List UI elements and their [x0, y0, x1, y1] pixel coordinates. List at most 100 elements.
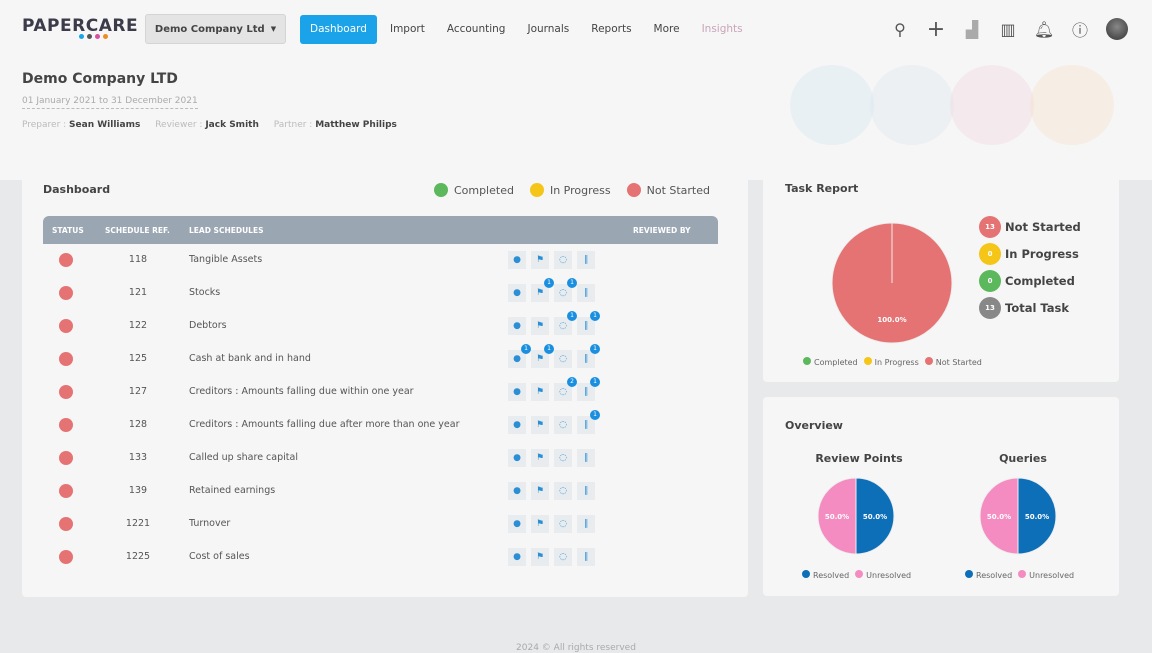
chart-icon[interactable]: ▟	[965, 19, 979, 39]
col-lead-schedules[interactable]: LEAD SCHEDULES	[189, 226, 264, 235]
flag-button[interactable]: ⚑ 1	[531, 344, 554, 368]
comment-button[interactable]: ◌ 1	[554, 278, 577, 302]
messages-button[interactable]: ●	[508, 383, 526, 401]
legend-not-started: Not Started	[626, 183, 710, 197]
messages-button[interactable]: ●	[508, 416, 526, 434]
flag-button[interactable]: ⚑	[531, 317, 549, 335]
lead-schedule-link[interactable]: Creditors : Amounts falling due within o…	[189, 386, 414, 397]
lead-schedule-link[interactable]: Cost of sales	[189, 551, 250, 562]
table-row[interactable]: 125 Cash at bank and in hand ● 1 ⚑ 1 ◌ ∥ 1	[43, 343, 718, 376]
attachment-button[interactable]: ∥ 1	[577, 377, 600, 401]
lead-schedule-link[interactable]: Called up share capital	[189, 452, 298, 463]
messages-button[interactable]: ●	[508, 515, 526, 533]
bell-icon[interactable]: 🔔︎	[1033, 19, 1055, 39]
messages-button[interactable]: ●	[508, 548, 526, 566]
schedule-ref: 133	[128, 452, 148, 463]
flag-button[interactable]: ⚑ 1	[531, 278, 554, 302]
table-row[interactable]: 1225 Cost of sales ● ⚑ ◌ ∥	[43, 541, 718, 574]
flag-button[interactable]: ⚑	[531, 449, 549, 467]
logo[interactable]: PAPERCARE	[22, 16, 139, 36]
nav-reports[interactable]: Reports	[591, 23, 632, 35]
comment-button[interactable]: ◌	[554, 548, 572, 566]
attachment-button[interactable]: ∥	[577, 515, 595, 533]
row-actions: ● ⚑ ◌ ∥	[508, 251, 595, 269]
legend-item[interactable]: In Progress	[863, 357, 919, 367]
attachment-button[interactable]: ∥ 1	[577, 410, 600, 434]
lead-schedule-link[interactable]: Cash at bank and in hand	[189, 353, 311, 364]
table-row[interactable]: 139 Retained earnings ● ⚑ ◌ ∥	[43, 475, 718, 508]
legend-item[interactable]: Completed	[803, 357, 858, 367]
nav-more[interactable]: More	[653, 23, 680, 35]
flag-button[interactable]: ⚑	[531, 416, 549, 434]
lead-schedule-link[interactable]: Turnover	[189, 518, 231, 529]
table-row[interactable]: 122 Debtors ● ⚑ ◌ 1 ∥ 1	[43, 310, 718, 343]
nav-insights[interactable]: Insights	[701, 23, 743, 35]
company-selector-label: Demo Company Ltd	[154, 23, 265, 35]
lead-schedule-link[interactable]: Tangible Assets	[189, 254, 263, 265]
col-schedule-ref[interactable]: SCHEDULE REF.	[105, 226, 170, 235]
messages-button[interactable]: ●	[508, 449, 526, 467]
attachment-button[interactable]: ∥	[577, 251, 595, 269]
plus-icon[interactable]: +	[926, 16, 946, 42]
comment-button[interactable]: ◌	[554, 416, 572, 434]
search-icon[interactable]: ⚲	[894, 19, 906, 39]
table-row[interactable]: 128 Creditors : Amounts falling due after…	[43, 409, 718, 442]
table-row[interactable]: 133 Called up share capital ● ⚑ ◌ ∥	[43, 442, 718, 475]
attachment-button[interactable]: ∥	[577, 449, 595, 467]
lead-schedule-link[interactable]: Stocks	[189, 287, 221, 298]
flag-button[interactable]: ⚑	[531, 548, 549, 566]
nav-accounting[interactable]: Accounting	[446, 23, 506, 35]
comment-button[interactable]: ◌ 2	[554, 377, 577, 401]
comment-button[interactable]: ◌	[554, 449, 572, 467]
pie-slice-unresolved[interactable]	[817, 477, 857, 555]
lead-schedule-link[interactable]: Debtors	[189, 320, 227, 331]
schedule-ref: 139	[128, 485, 148, 496]
attachment-button[interactable]: ∥	[577, 284, 595, 302]
attachment-icon: ∥	[583, 321, 589, 331]
messages-button[interactable]: ●	[508, 317, 526, 335]
table-row[interactable]: 118 Tangible Assets ● ⚑ ◌ ∥	[43, 244, 718, 277]
lead-schedule-link[interactable]: Creditors : Amounts falling due after mo…	[189, 419, 460, 430]
table-row[interactable]: 1221 Turnover ● ⚑ ◌ ∥	[43, 508, 718, 541]
attachment-button[interactable]: ∥	[577, 482, 595, 500]
messages-button[interactable]: ●	[508, 482, 526, 500]
messages-button[interactable]: ● 1	[508, 344, 531, 368]
company-selector[interactable]: Demo Company Ltd ▼	[145, 14, 286, 44]
flag-button[interactable]: ⚑	[531, 515, 549, 533]
attachment-button[interactable]: ∥ 1	[577, 311, 600, 335]
pie-slice-resolved[interactable]	[855, 477, 895, 555]
legend-item[interactable]: Not Started	[924, 357, 982, 367]
nav-journals[interactable]: Journals	[527, 23, 570, 35]
messages-button[interactable]: ●	[508, 251, 526, 269]
table-row[interactable]: 127 Creditors : Amounts falling due withi…	[43, 376, 718, 409]
table-row[interactable]: 121 Stocks ● ⚑ 1 ◌ 1 ∥	[43, 277, 718, 310]
comment-button[interactable]: ◌	[554, 515, 572, 533]
period[interactable]: 01 January 2021 to 31 December 2021	[22, 96, 198, 109]
flag-button[interactable]: ⚑	[531, 482, 549, 500]
stat-label: Total Task	[1005, 301, 1070, 315]
legend-item[interactable]: Unresolved	[1018, 570, 1074, 580]
nav-dashboard[interactable]: Dashboard	[300, 15, 377, 44]
legend-item[interactable]: Resolved	[965, 570, 1012, 580]
comment-button[interactable]: ◌	[554, 482, 572, 500]
pie-slice-resolved[interactable]	[1017, 477, 1057, 555]
attachment-button[interactable]: ∥ 1	[577, 344, 600, 368]
flag-button[interactable]: ⚑	[531, 251, 549, 269]
nav-import[interactable]: Import	[389, 23, 425, 35]
col-reviewed-by[interactable]: REVIEWED BY	[633, 226, 691, 235]
avatar[interactable]	[1106, 18, 1128, 40]
attachment-button[interactable]: ∥	[577, 548, 595, 566]
comment-button[interactable]: ◌ 1	[554, 311, 577, 335]
messages-button[interactable]: ●	[508, 284, 526, 302]
task-stat: 13 Total Task	[979, 297, 1069, 319]
book-icon[interactable]: ▥	[1000, 19, 1016, 39]
pie-slice-unresolved[interactable]	[979, 477, 1019, 555]
legend-item[interactable]: Resolved	[802, 570, 849, 580]
help-icon[interactable]: ⓘ	[1071, 21, 1088, 40]
lead-schedule-link[interactable]: Retained earnings	[189, 485, 276, 496]
legend-item[interactable]: Unresolved	[855, 570, 911, 580]
comment-button[interactable]: ◌	[554, 251, 572, 269]
comment-button[interactable]: ◌	[554, 350, 572, 368]
col-status[interactable]: STATUS	[52, 226, 84, 235]
flag-button[interactable]: ⚑	[531, 383, 549, 401]
